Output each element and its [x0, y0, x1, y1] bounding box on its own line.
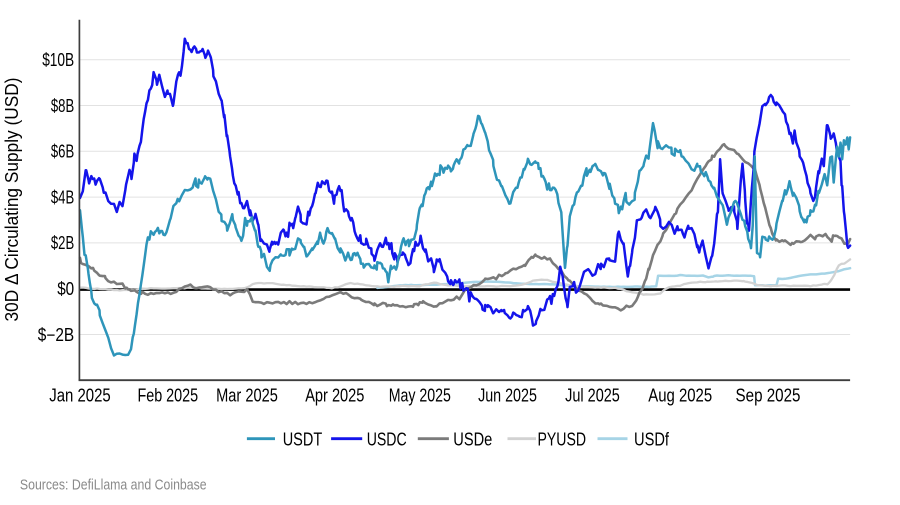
svg-text:Apr 2025: Apr 2025	[305, 386, 364, 406]
svg-text:$4B: $4B	[51, 187, 74, 207]
svg-text:$10B: $10B	[42, 50, 74, 70]
svg-text:Jun 2025: Jun 2025	[478, 386, 537, 406]
svg-text:Sources: DefiLlama and Coinbas: Sources: DefiLlama and Coinbase	[20, 478, 207, 494]
svg-text:May 2025: May 2025	[389, 386, 451, 406]
svg-text:PYUSD: PYUSD	[538, 430, 587, 450]
svg-text:$8B: $8B	[51, 96, 74, 116]
svg-text:30D Δ Circulating Supply (USD): 30D Δ Circulating Supply (USD)	[1, 78, 22, 322]
svg-text:USDC: USDC	[367, 430, 407, 450]
svg-text:Jul 2025: Jul 2025	[565, 386, 620, 406]
svg-text:USDe: USDe	[453, 430, 492, 450]
svg-text:$6B: $6B	[51, 142, 74, 162]
svg-text:Aug 2025: Aug 2025	[648, 386, 712, 406]
svg-text:Feb 2025: Feb 2025	[137, 386, 198, 406]
svg-text:$2B: $2B	[51, 233, 74, 253]
svg-text:$0: $0	[57, 279, 74, 299]
svg-text:$−2B: $−2B	[38, 325, 74, 345]
svg-text:USDT: USDT	[283, 430, 323, 450]
svg-text:Jan 2025: Jan 2025	[49, 386, 111, 406]
svg-text:Mar 2025: Mar 2025	[216, 386, 278, 406]
svg-text:USDf: USDf	[634, 430, 670, 450]
svg-text:Sep 2025: Sep 2025	[736, 386, 801, 406]
